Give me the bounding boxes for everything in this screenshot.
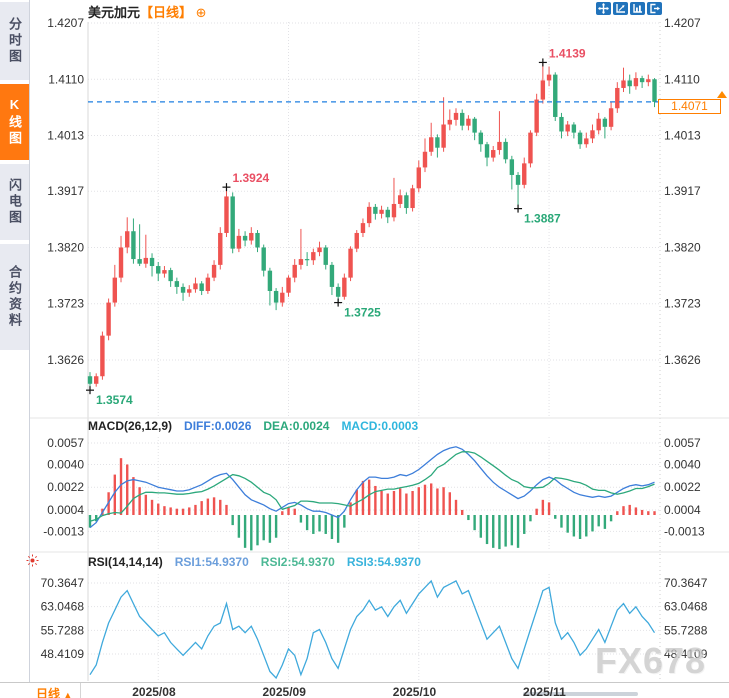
- sidebar-item-0[interactable]: 分时图: [0, 2, 29, 80]
- svg-text:-0.0013: -0.0013: [664, 524, 705, 538]
- period-tag: 【日线】: [140, 5, 193, 20]
- rsi-params: RSI(14,14,14): [88, 555, 163, 569]
- macd-header: MACD(26,12,9) DIFF:0.0026 DEA:0.0024 MACD:0…: [88, 419, 430, 433]
- rsi3-value: RSI3:54.9370: [346, 555, 421, 569]
- svg-text:48.4109: 48.4109: [41, 647, 85, 661]
- macd-params: MACD(26,12,9): [88, 419, 173, 433]
- svg-text:0.0004: 0.0004: [47, 503, 84, 517]
- svg-text:1.3820: 1.3820: [664, 240, 701, 254]
- svg-text:1.3820: 1.3820: [47, 240, 84, 254]
- svg-text:1.3723: 1.3723: [47, 297, 84, 311]
- svg-text:0.0040: 0.0040: [47, 457, 84, 471]
- svg-text:1.3917: 1.3917: [664, 184, 701, 198]
- macd-diff-value: DIFF:0.0026: [184, 419, 252, 433]
- svg-text:1.4110: 1.4110: [48, 72, 84, 86]
- svg-text:1.4013: 1.4013: [664, 129, 701, 143]
- svg-text:48.4109: 48.4109: [664, 647, 708, 661]
- current-price-label: 1.4071: [658, 99, 721, 114]
- bottom-bar-divider: [80, 683, 81, 698]
- rsi-layer: [89, 579, 656, 680]
- svg-text:70.3647: 70.3647: [664, 576, 708, 590]
- svg-text:1.4207: 1.4207: [47, 16, 84, 30]
- rsi1-value: RSI1:54.9370: [174, 555, 249, 569]
- svg-text:1.4013: 1.4013: [47, 129, 84, 143]
- svg-text:1.4110: 1.4110: [664, 72, 700, 86]
- axis-labels: 1.4207 1.4207 1.4110 1.4110 1.4013 1.4013 1.39…: [41, 16, 708, 661]
- axis-scale-icon[interactable]: [613, 2, 628, 15]
- svg-text:0.0040: 0.0040: [664, 457, 701, 471]
- svg-text:55.7288: 55.7288: [664, 623, 708, 637]
- axis-indicator-icon[interactable]: [630, 2, 645, 15]
- exit-icon[interactable]: [647, 2, 662, 15]
- svg-text:0.0057: 0.0057: [664, 436, 701, 450]
- month-label-0: 2025/08: [132, 685, 176, 698]
- svg-text:63.0468: 63.0468: [664, 600, 708, 614]
- svg-text:1.4207: 1.4207: [664, 16, 701, 30]
- month-label-3: 2025/11: [523, 685, 566, 698]
- rsi2-value: RSI2:54.9370: [260, 555, 335, 569]
- svg-text:1.3626: 1.3626: [664, 353, 701, 367]
- macd-layer: [88, 446, 656, 551]
- svg-text:0.0022: 0.0022: [664, 480, 701, 494]
- watermark: FX678: [595, 640, 707, 681]
- svg-text:63.0468: 63.0468: [41, 600, 85, 614]
- symbol-title: 美元加元: [88, 5, 141, 20]
- gridlines: [30, 22, 729, 681]
- svg-text:1.3924: 1.3924: [232, 171, 269, 185]
- horizontal-scrollbar[interactable]: [523, 692, 638, 696]
- price-annotations: 1.4139 1.3924 1.3887 1.3725 1.3574: [86, 46, 586, 407]
- svg-text:1.4139: 1.4139: [549, 46, 586, 60]
- svg-text:1.3574: 1.3574: [96, 393, 133, 407]
- add-indicator-icon[interactable]: ⊕: [195, 5, 207, 20]
- chart-title: 美元加元【日线】 ⊕: [88, 2, 207, 20]
- svg-text:1.3917: 1.3917: [47, 184, 84, 198]
- svg-text:0.0004: 0.0004: [664, 503, 701, 517]
- pan-crosshair-icon[interactable]: [596, 2, 611, 15]
- svg-text:0.0057: 0.0057: [47, 436, 84, 450]
- sidebar-item-1[interactable]: K线图: [0, 84, 29, 160]
- alert-icon[interactable]: [26, 554, 39, 572]
- svg-text:1.3887: 1.3887: [524, 212, 561, 226]
- svg-text:-0.0013: -0.0013: [43, 524, 84, 538]
- sidebar-item-2[interactable]: 闪电图: [0, 164, 29, 240]
- sidebar-item-3[interactable]: 合约资料: [0, 244, 29, 350]
- svg-text:1.3626: 1.3626: [47, 353, 84, 367]
- svg-text:70.3647: 70.3647: [41, 576, 85, 590]
- period-selector[interactable]: 日线 ▲: [36, 687, 73, 698]
- month-label-1: 2025/09: [262, 685, 306, 698]
- price-up-arrow-icon: [717, 91, 727, 98]
- svg-text:55.7288: 55.7288: [41, 623, 85, 637]
- chart-type-sidebar: 分时图 K线图闪电图合约资料: [0, 0, 30, 682]
- macd-bar-value: MACD:0.0003: [341, 419, 419, 433]
- month-label-2: 2025/10: [392, 685, 437, 698]
- bottom-bar: 日线 ▲ 2025/08 2025/09 2025/10 2025/11: [0, 682, 729, 698]
- svg-text:0.0022: 0.0022: [47, 480, 84, 494]
- rsi-header: RSI(14,14,14) RSI1:54.9370 RSI2:54.9370 RSI…: [88, 555, 433, 569]
- svg-text:1.3725: 1.3725: [344, 306, 381, 320]
- svg-text:1.3723: 1.3723: [664, 297, 701, 311]
- candlestick-layer: [87, 62, 657, 391]
- chart-toolbar: [596, 2, 662, 15]
- macd-dea-value: DEA:0.0024: [263, 419, 330, 433]
